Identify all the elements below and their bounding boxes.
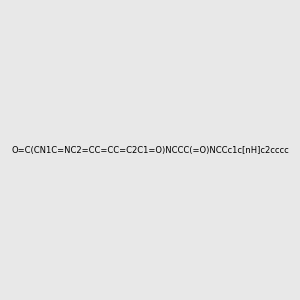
Text: O=C(CN1C=NC2=CC=CC=C2C1=O)NCCC(=O)NCCc1c[nH]c2cccc: O=C(CN1C=NC2=CC=CC=C2C1=O)NCCC(=O)NCCc1c… — [11, 146, 289, 154]
